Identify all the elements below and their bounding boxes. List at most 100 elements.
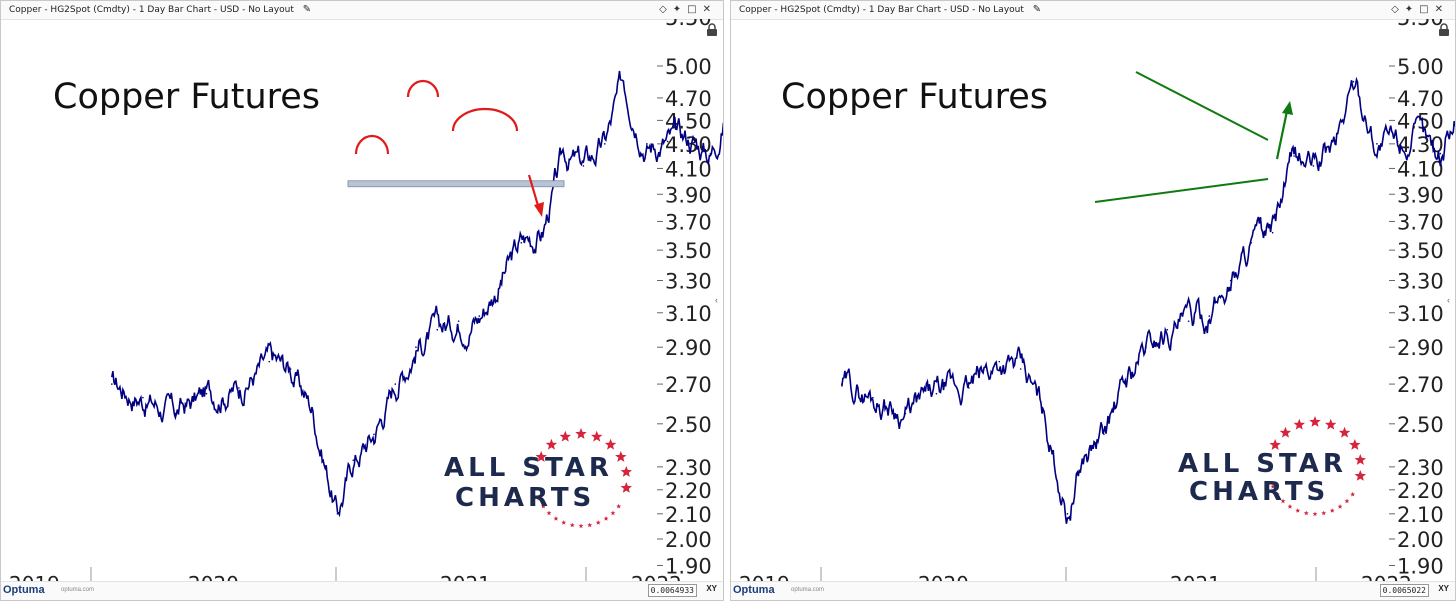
price-data-point	[563, 155, 565, 157]
logo-star-small	[1329, 508, 1335, 513]
logo-star-small	[1280, 498, 1286, 504]
logo-star-small	[569, 522, 575, 528]
logo-star	[545, 438, 558, 450]
price-data-point	[1041, 406, 1043, 409]
chart-panel-right[interactable]: Copper - HG2Spot (Cmdty) - 1 Day Bar Cha…	[730, 0, 1456, 601]
price-data-point	[1396, 140, 1399, 143]
y-tick-label: 3.30	[665, 269, 712, 293]
y-tick-label: 2.70	[1397, 373, 1444, 397]
x-tick-label: 2022	[1361, 572, 1412, 583]
lock-icon[interactable]	[1437, 23, 1451, 37]
logo-star	[1325, 418, 1337, 430]
window-titlebar[interactable]: Copper - HG2Spot (Cmdty) - 1 Day Bar Cha…	[731, 1, 1455, 20]
xy-toggle[interactable]: XY	[1438, 584, 1449, 593]
logo-star	[604, 438, 617, 450]
xy-toggle[interactable]: XY	[706, 584, 717, 593]
logo-line1: ALL STAR	[444, 453, 613, 483]
x-tick-label: 2021	[440, 572, 491, 583]
price-data-point	[935, 392, 938, 395]
y-tick-label: 3.50	[1397, 239, 1444, 263]
diamond-icon[interactable]: ◇	[659, 4, 673, 15]
y-tick-label: 2.30	[1397, 456, 1444, 480]
price-data-point	[1271, 231, 1274, 234]
logo-star	[615, 451, 627, 462]
logo-star-small	[587, 522, 593, 528]
price-data-point	[646, 143, 648, 145]
collapse-handle[interactable]: ‹	[1447, 295, 1450, 305]
y-tick-label: 2.20	[665, 479, 712, 503]
y-tick-label: 2.50	[1397, 413, 1444, 437]
collapse-handle[interactable]: ‹	[715, 295, 718, 305]
optuma-url[interactable]: optuma.com	[791, 587, 825, 593]
chart-footer: Optuma optuma.com 0.0065022 XY	[731, 581, 1455, 600]
logo-star-small	[1287, 504, 1293, 509]
logo-star-small	[616, 503, 622, 509]
edit-pencil-icon[interactable]: ✎	[1032, 4, 1042, 15]
pin-icon[interactable]: ✦	[672, 4, 688, 15]
y-tick-label: 2.00	[665, 528, 712, 552]
diamond-icon[interactable]: ◇	[1391, 4, 1405, 15]
price-data-point	[1103, 433, 1105, 436]
allstarcharts-logo: ALL STAR CHARTS	[441, 425, 641, 535]
logo-line1: ALL STAR	[1178, 449, 1347, 479]
logo-star	[1338, 426, 1351, 438]
y-tick-label: 4.70	[665, 87, 712, 111]
left-shoulder-arc	[354, 134, 390, 155]
price-readout: 0.0065022	[1379, 584, 1429, 597]
chart-panel-left[interactable]: Copper - HG2Spot (Cmdty) - 1 Day Bar Cha…	[0, 0, 724, 601]
optuma-url[interactable]: optuma.com	[61, 587, 95, 593]
pin-icon[interactable]: ✦	[1404, 4, 1420, 15]
price-data-point	[841, 383, 843, 385]
lock-icon[interactable]	[705, 23, 719, 37]
price-data-point	[582, 165, 585, 167]
logo-star	[1349, 439, 1361, 450]
y-tick-label: 3.50	[665, 239, 712, 263]
x-tick-label: 2019	[9, 572, 60, 583]
logo-star-small	[578, 523, 584, 529]
close-icon[interactable]: ✕	[1434, 4, 1449, 15]
window-titlebar[interactable]: Copper - HG2Spot (Cmdty) - 1 Day Bar Cha…	[1, 1, 723, 20]
y-tick-label: 2.90	[1397, 336, 1444, 360]
edit-pencil-icon[interactable]: ✎	[302, 4, 312, 15]
restore-icon[interactable]: □	[687, 4, 703, 15]
y-tick-label: 4.10	[1397, 157, 1444, 181]
chart-plot-area[interactable]: 5.505.004.704.504.304.103.903.703.503.30…	[731, 19, 1455, 583]
price-data-point	[336, 513, 339, 515]
close-icon[interactable]: ✕	[702, 4, 717, 15]
y-tick-label: 2.50	[665, 413, 712, 437]
y-tick-label: 1.90	[665, 554, 712, 578]
price-data-point	[1124, 383, 1127, 385]
logo-line2: CHARTS	[1189, 477, 1330, 507]
chart-plot-area[interactable]: 5.505.004.704.504.304.103.903.703.503.30…	[1, 19, 723, 583]
logo-star	[1354, 454, 1366, 465]
price-data-point	[457, 320, 460, 322]
price-data-point	[520, 241, 523, 244]
logo-star-small	[561, 520, 567, 525]
y-tick-label: 3.90	[665, 183, 712, 207]
price-data-point	[1187, 320, 1190, 322]
logo-star-small	[540, 503, 546, 509]
restore-icon[interactable]: □	[1419, 4, 1435, 15]
logo-star-small	[1344, 498, 1350, 504]
price-data-point	[1376, 143, 1378, 145]
logo-star-small	[1350, 491, 1356, 497]
optuma-brand: Optuma	[3, 584, 45, 596]
logo-star	[535, 451, 547, 462]
y-tick-label: 2.90	[665, 336, 712, 360]
logo-star	[620, 466, 632, 477]
logo-line2: CHARTS	[455, 483, 596, 513]
y-tick-label: 2.30	[665, 456, 712, 480]
logo-star	[1293, 418, 1305, 430]
price-data-point	[666, 140, 669, 143]
price-data-point	[1418, 137, 1420, 139]
optuma-brand: Optuma	[733, 584, 775, 596]
x-tick-label: 2019	[739, 572, 790, 583]
y-tick-label: 4.10	[665, 157, 712, 181]
logo-star-small	[603, 516, 609, 521]
logo-star	[559, 430, 571, 442]
y-tick-label: 5.50	[1397, 19, 1444, 30]
y-tick-label: 4.50	[1397, 109, 1444, 133]
window-controls: ◇✦□✕	[659, 1, 717, 19]
logo-star	[1309, 416, 1321, 427]
price-data-point	[1352, 80, 1355, 83]
